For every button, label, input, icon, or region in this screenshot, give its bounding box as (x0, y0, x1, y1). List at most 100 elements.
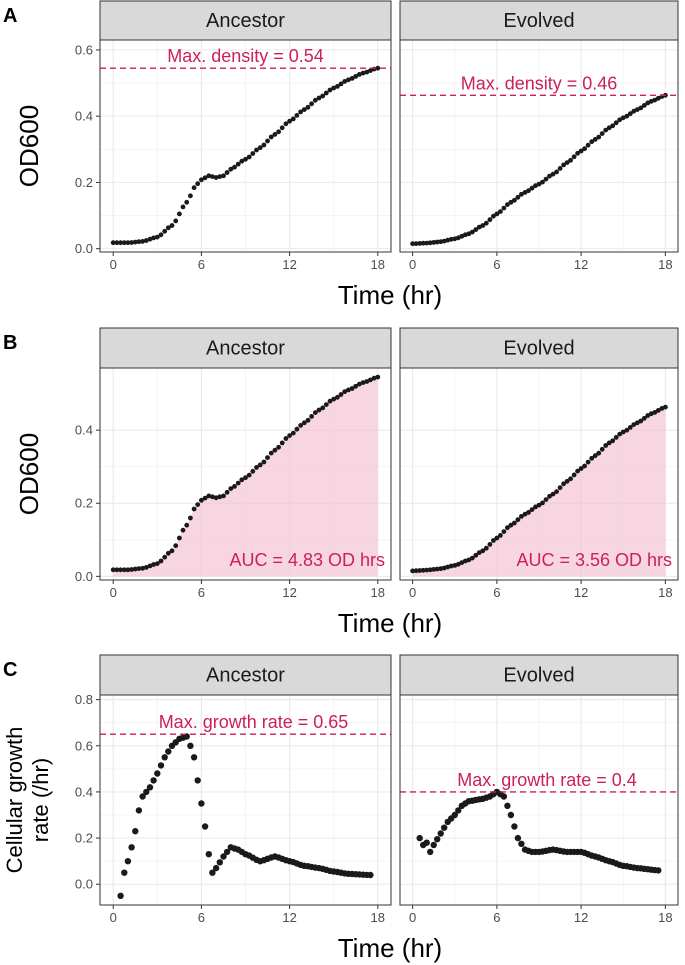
data-point (342, 389, 348, 395)
data-point (557, 485, 563, 491)
data-point (173, 543, 179, 549)
data-point (550, 171, 556, 177)
data-point (473, 552, 479, 558)
data-point (360, 380, 366, 385)
data-point (154, 234, 160, 240)
data-point (110, 567, 116, 573)
data-point (305, 417, 311, 423)
data-point (331, 85, 337, 91)
data-point (578, 148, 584, 154)
data-point (265, 455, 270, 460)
data-point (624, 113, 630, 119)
facet-evolved: Evolved AUC = 3.56 OD hrs 0 6 12 18 (399, 327, 679, 600)
data-point (599, 446, 605, 452)
data-point (424, 567, 430, 573)
facet-ancestor: Ancestor Max. density = 0.54 0 6 12 18 0.0 0.2 0… (75, 0, 392, 272)
data-point (268, 134, 274, 140)
data-point (360, 70, 366, 76)
data-point (132, 566, 138, 572)
data-point (146, 784, 154, 791)
data-point (287, 118, 292, 124)
data-point (309, 414, 314, 419)
data-point (124, 858, 132, 865)
data-point (261, 142, 267, 148)
data-point (162, 554, 168, 560)
data-point (364, 379, 370, 384)
data-point (540, 179, 545, 185)
data-point (228, 166, 234, 172)
data-point (162, 228, 168, 234)
chart-panel-C: C Cellular growth rate (/hr) Ancestor Max. g… (2, 654, 679, 963)
data-point (434, 239, 440, 245)
data-point (323, 402, 329, 407)
data-point (213, 495, 219, 501)
data-point (342, 79, 348, 84)
data-point (250, 468, 256, 474)
data-point (290, 116, 296, 122)
data-point (663, 404, 668, 410)
data-point (327, 87, 333, 93)
data-point (140, 565, 146, 571)
data-point (441, 824, 448, 831)
data-point (511, 823, 518, 830)
data-point (420, 567, 426, 573)
data-point (357, 381, 362, 387)
data-point (290, 430, 296, 436)
data-point (613, 435, 619, 440)
data-point (129, 240, 135, 245)
data-point (184, 522, 190, 528)
data-point (606, 125, 612, 131)
data-point (505, 525, 510, 531)
x-tick-label: 6 (493, 585, 500, 600)
data-point (575, 150, 580, 156)
data-point (353, 383, 359, 389)
data-point (514, 834, 522, 842)
data-point (448, 563, 454, 569)
data-point (276, 129, 281, 135)
panel-tag: B (3, 332, 17, 354)
facet-ancestor: Ancestor AUC = 4.83 OD hrs 0 6 12 18 0.0 0.2 0.4 (75, 327, 392, 600)
y-tick-label: 0.0 (75, 241, 93, 256)
data-point (568, 476, 573, 482)
data-point (575, 468, 580, 474)
data-point (638, 105, 644, 111)
data-point (228, 486, 234, 491)
data-point (195, 502, 201, 507)
data-point (589, 139, 595, 145)
data-point (239, 477, 245, 483)
data-point (206, 173, 212, 179)
data-point (232, 164, 237, 170)
data-point (515, 194, 521, 200)
data-point (431, 567, 437, 572)
data-point (188, 193, 193, 199)
data-point (151, 235, 157, 241)
data-point (349, 386, 355, 391)
data-point (165, 748, 172, 755)
data-point (283, 436, 289, 441)
data-point (220, 853, 227, 860)
data-point (287, 433, 292, 438)
data-point (582, 463, 587, 469)
data-point (518, 840, 525, 847)
data-point (180, 204, 186, 210)
data-point (413, 241, 419, 247)
data-point (610, 123, 616, 129)
data-point (173, 218, 179, 224)
data-point (469, 229, 475, 235)
data-point (110, 240, 116, 246)
data-point (118, 240, 123, 246)
data-point (505, 202, 510, 208)
data-point (323, 90, 329, 96)
data-point (413, 568, 419, 574)
facet-label: Ancestor (206, 665, 285, 687)
data-point (294, 426, 300, 432)
data-point (599, 131, 605, 137)
x-axis-title: Time (hr) (338, 280, 442, 310)
data-point (589, 455, 595, 461)
facet-strip (99, 0, 392, 41)
data-point (424, 240, 430, 246)
auc-label: AUC = 3.56 OD hrs (516, 550, 672, 570)
x-tick-label: 0 (409, 585, 416, 600)
data-point (140, 239, 146, 244)
data-point (205, 851, 212, 858)
